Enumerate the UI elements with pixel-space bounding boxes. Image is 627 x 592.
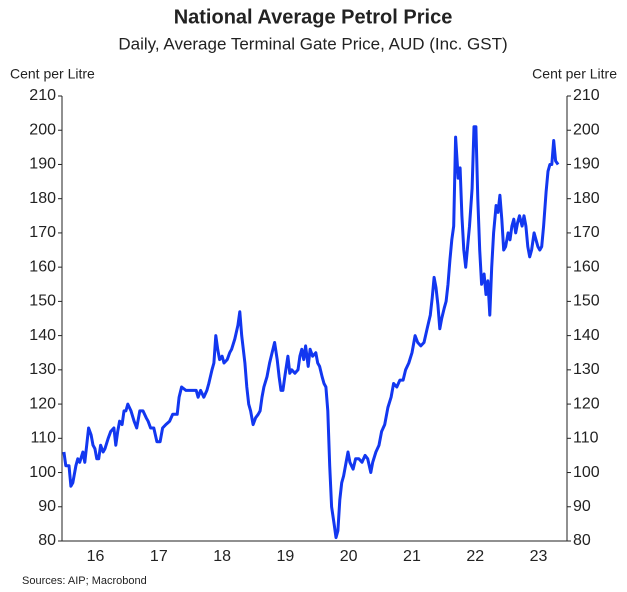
y2-tick-label: 90 bbox=[573, 498, 591, 515]
y2-tick-label: 170 bbox=[573, 224, 600, 241]
y2-tick-label: 200 bbox=[573, 121, 600, 138]
y2-tick-label: 150 bbox=[573, 293, 600, 310]
y2-tick-label: 140 bbox=[573, 327, 600, 344]
x-tick-label: 18 bbox=[213, 548, 231, 565]
y-tick-label: 160 bbox=[29, 258, 56, 275]
y2-tick-label: 120 bbox=[573, 395, 600, 412]
y2-tick-label: 160 bbox=[573, 258, 600, 275]
y-tick-label: 200 bbox=[29, 121, 56, 138]
x-tick-label: 17 bbox=[150, 548, 168, 565]
y-axis-label: Cent per Litre bbox=[10, 66, 95, 82]
y-tick-label: 140 bbox=[29, 327, 56, 344]
y-tick-label: 210 bbox=[29, 87, 56, 104]
x-tick-label: 22 bbox=[466, 548, 484, 565]
source-note: Sources: AIP; Macrobond bbox=[22, 575, 147, 587]
x-tick-label: 16 bbox=[87, 548, 105, 565]
y2-tick-label: 210 bbox=[573, 87, 600, 104]
y-tick-label: 190 bbox=[29, 156, 56, 173]
y-tick-label: 100 bbox=[29, 464, 56, 481]
chart-subtitle: Daily, Average Terminal Gate Price, AUD … bbox=[118, 34, 507, 53]
y2-tick-label: 80 bbox=[573, 532, 591, 549]
y2-tick-label: 130 bbox=[573, 361, 600, 378]
y2-tick-label: 100 bbox=[573, 464, 600, 481]
y2-tick-label: 180 bbox=[573, 190, 600, 207]
y-tick-label: 110 bbox=[30, 430, 56, 447]
x-tick-label: 20 bbox=[340, 548, 358, 565]
price-line bbox=[62, 125, 560, 540]
x-tick-label: 23 bbox=[530, 548, 548, 565]
y-tick-label: 150 bbox=[29, 293, 56, 310]
y2-axis-label: Cent per Litre bbox=[532, 66, 617, 82]
y-tick-label: 120 bbox=[29, 395, 56, 412]
y-tick-label: 90 bbox=[38, 498, 56, 515]
chart-title: National Average Petrol Price bbox=[174, 6, 453, 28]
y-tick-label: 130 bbox=[29, 361, 56, 378]
y2-tick-label: 190 bbox=[573, 156, 600, 173]
y-tick-label: 170 bbox=[29, 224, 56, 241]
x-tick-label: 19 bbox=[276, 548, 294, 565]
x-tick-label: 21 bbox=[403, 548, 421, 565]
y-tick-label: 180 bbox=[29, 190, 56, 207]
y2-tick-label: 110 bbox=[573, 430, 599, 447]
y-tick-label: 80 bbox=[38, 532, 56, 549]
